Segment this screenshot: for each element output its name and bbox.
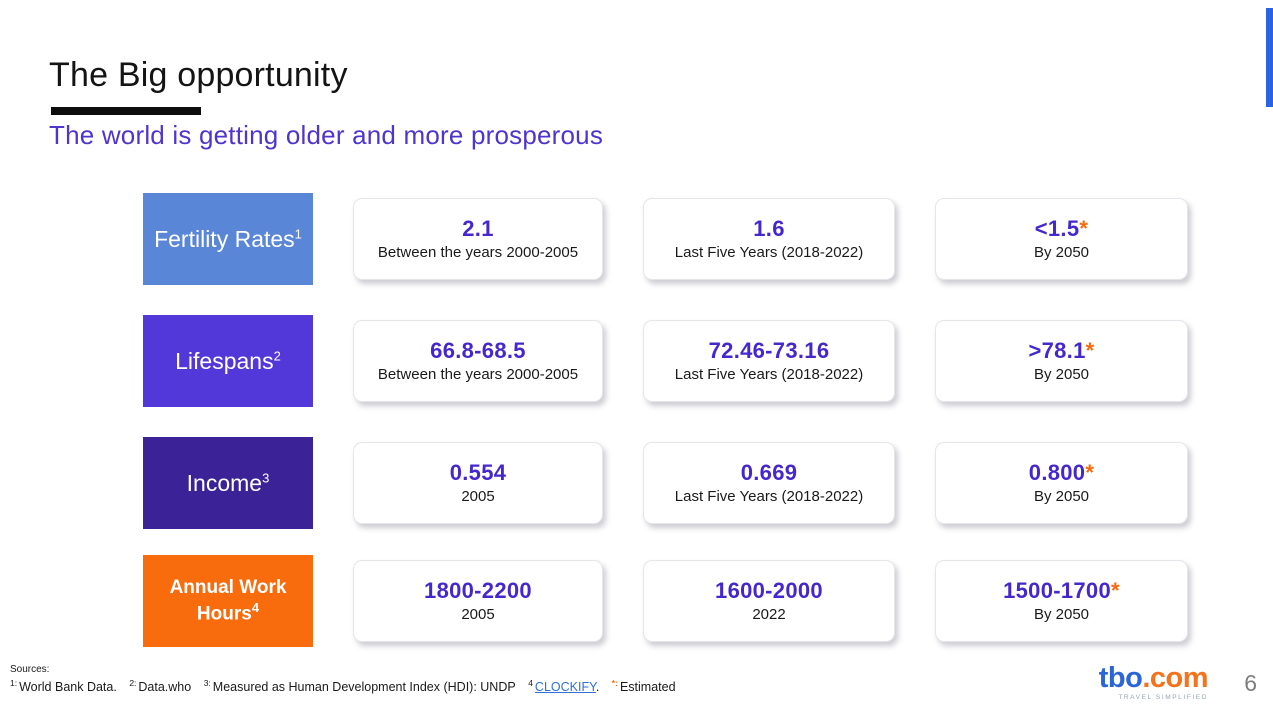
row-annual-work-hours: Annual Work Hours4 1800-2200 2005 1600-2… [143,555,1188,647]
source-refs: 1: World Bank Data. 2: Data.who 3: Measured… [10,678,685,694]
footnote-marker: 3 [262,469,270,485]
clockify-link[interactable]: CLOCKIFY [534,680,596,695]
stat-value: 1800-2200 [424,577,532,603]
income-label-tile: Income3 [143,437,313,529]
stat-card: 2.1 Between the years 2000-2005 [353,198,603,280]
stat-caption: By 2050 [1033,244,1090,262]
stat-caption: 2005 [461,606,495,624]
fertility-rates-label-tile: Fertility Rates1 [143,193,313,285]
stat-value: 66.8-68.5 [430,337,526,363]
logo-tbo: tbo [1098,662,1143,694]
stat-card: 0.669 Last Five Years (2018-2022) [643,442,895,524]
stat-card: 66.8-68.5 Between the years 2000-2005 [353,320,603,402]
footnote-marker: 4 [251,599,260,615]
footnote-marker: 2 [273,347,281,363]
estimate-asterisk: * [1079,215,1089,241]
row-label: Fertility Rates1 [154,225,302,252]
stat-value: 2.1 [462,215,494,241]
sources-block: Sources: 1: World Bank Data. 2: Data.who 3… [10,664,685,694]
stat-caption: Between the years 2000-2005 [377,244,579,262]
row-label: Lifespans2 [175,347,281,374]
stat-value: 1500-1700* [1003,577,1120,603]
row-label: Income3 [186,469,270,496]
stat-card: >78.1* By 2050 [935,320,1188,402]
footnote-marker: 4 [528,678,533,688]
stat-caption: By 2050 [1033,366,1090,384]
asterisk-marker: *: [611,678,618,688]
title-underline [51,107,201,115]
stat-caption: By 2050 [1033,606,1090,624]
logo-tagline: TRAVEL SIMPLIFIED [1118,694,1208,701]
stat-value: 72.46-73.16 [708,337,830,363]
stat-value: 1600-2000 [715,577,823,603]
row-fertility-rates: Fertility Rates1 2.1 Between the years 2… [143,193,1188,285]
stat-card: <1.5* By 2050 [935,198,1188,280]
tbo-logo: tbo.com TRAVEL SIMPLIFIED [1098,662,1209,702]
row-label: Annual Work Hours4 [169,577,287,625]
stat-card: 1600-2000 2022 [643,560,895,642]
footnote-marker: 1 [294,225,302,241]
source-ref-world-bank: 1: World Bank Data. [10,678,117,695]
stat-value: 1.6 [753,215,785,241]
stat-caption: Last Five Years (2018-2022) [674,244,864,262]
estimate-asterisk: * [1111,577,1120,603]
stat-card: 1.6 Last Five Years (2018-2022) [643,198,895,280]
stat-value: 0.800* [1028,459,1095,485]
subtitle: The world is getting older and more pros… [49,120,604,150]
stat-caption: Between the years 2000-2005 [377,366,579,384]
tbo-logo-text: tbo.com [1098,662,1209,694]
row-lifespans: Lifespans2 66.8-68.5 Between the years 2… [143,315,1188,407]
annual-work-hours-label-tile: Annual Work Hours4 [143,555,313,647]
stat-card: 0.800* By 2050 [935,442,1188,524]
source-ref-data-who: 2: Data.who [129,678,192,695]
estimate-asterisk: * [1085,459,1095,485]
accent-bar [1266,8,1273,107]
stat-card: 0.554 2005 [353,442,603,524]
page-title: The Big opportunity [49,56,348,94]
footnote-marker: 2: [129,678,137,688]
stat-value: 0.554 [449,459,507,485]
stat-value: >78.1* [1028,337,1095,363]
sources-label: Sources: [10,664,50,675]
stats-grid: Fertility Rates1 2.1 Between the years 2… [143,193,1188,647]
footnote-marker: 3: [203,678,211,688]
lifespans-label-tile: Lifespans2 [143,315,313,407]
stat-caption: 2022 [752,606,786,624]
stat-card: 1800-2200 2005 [353,560,603,642]
stat-caption: 2005 [461,488,495,506]
page-number: 6 [1244,670,1257,696]
source-ref-estimated: *: Estimated [611,678,676,695]
stat-value: 0.669 [740,459,798,485]
stat-caption: Last Five Years (2018-2022) [674,488,864,506]
stat-caption: By 2050 [1033,488,1090,506]
stat-value: <1.5* [1034,215,1089,241]
source-ref-hdi: 3: Measured as Human Development Index (H… [203,678,516,695]
estimate-asterisk: * [1085,337,1095,363]
footnote-marker: 1: [10,678,18,688]
stat-caption: Last Five Years (2018-2022) [674,366,864,384]
logo-dotcom: .com [1142,662,1208,694]
row-income: Income3 0.554 2005 0.669 Last Five Years… [143,437,1188,529]
source-ref-clockify: 4 CLOCKIFY. [528,678,600,695]
stat-card: 72.46-73.16 Last Five Years (2018-2022) [643,320,895,402]
stat-card: 1500-1700* By 2050 [935,560,1188,642]
